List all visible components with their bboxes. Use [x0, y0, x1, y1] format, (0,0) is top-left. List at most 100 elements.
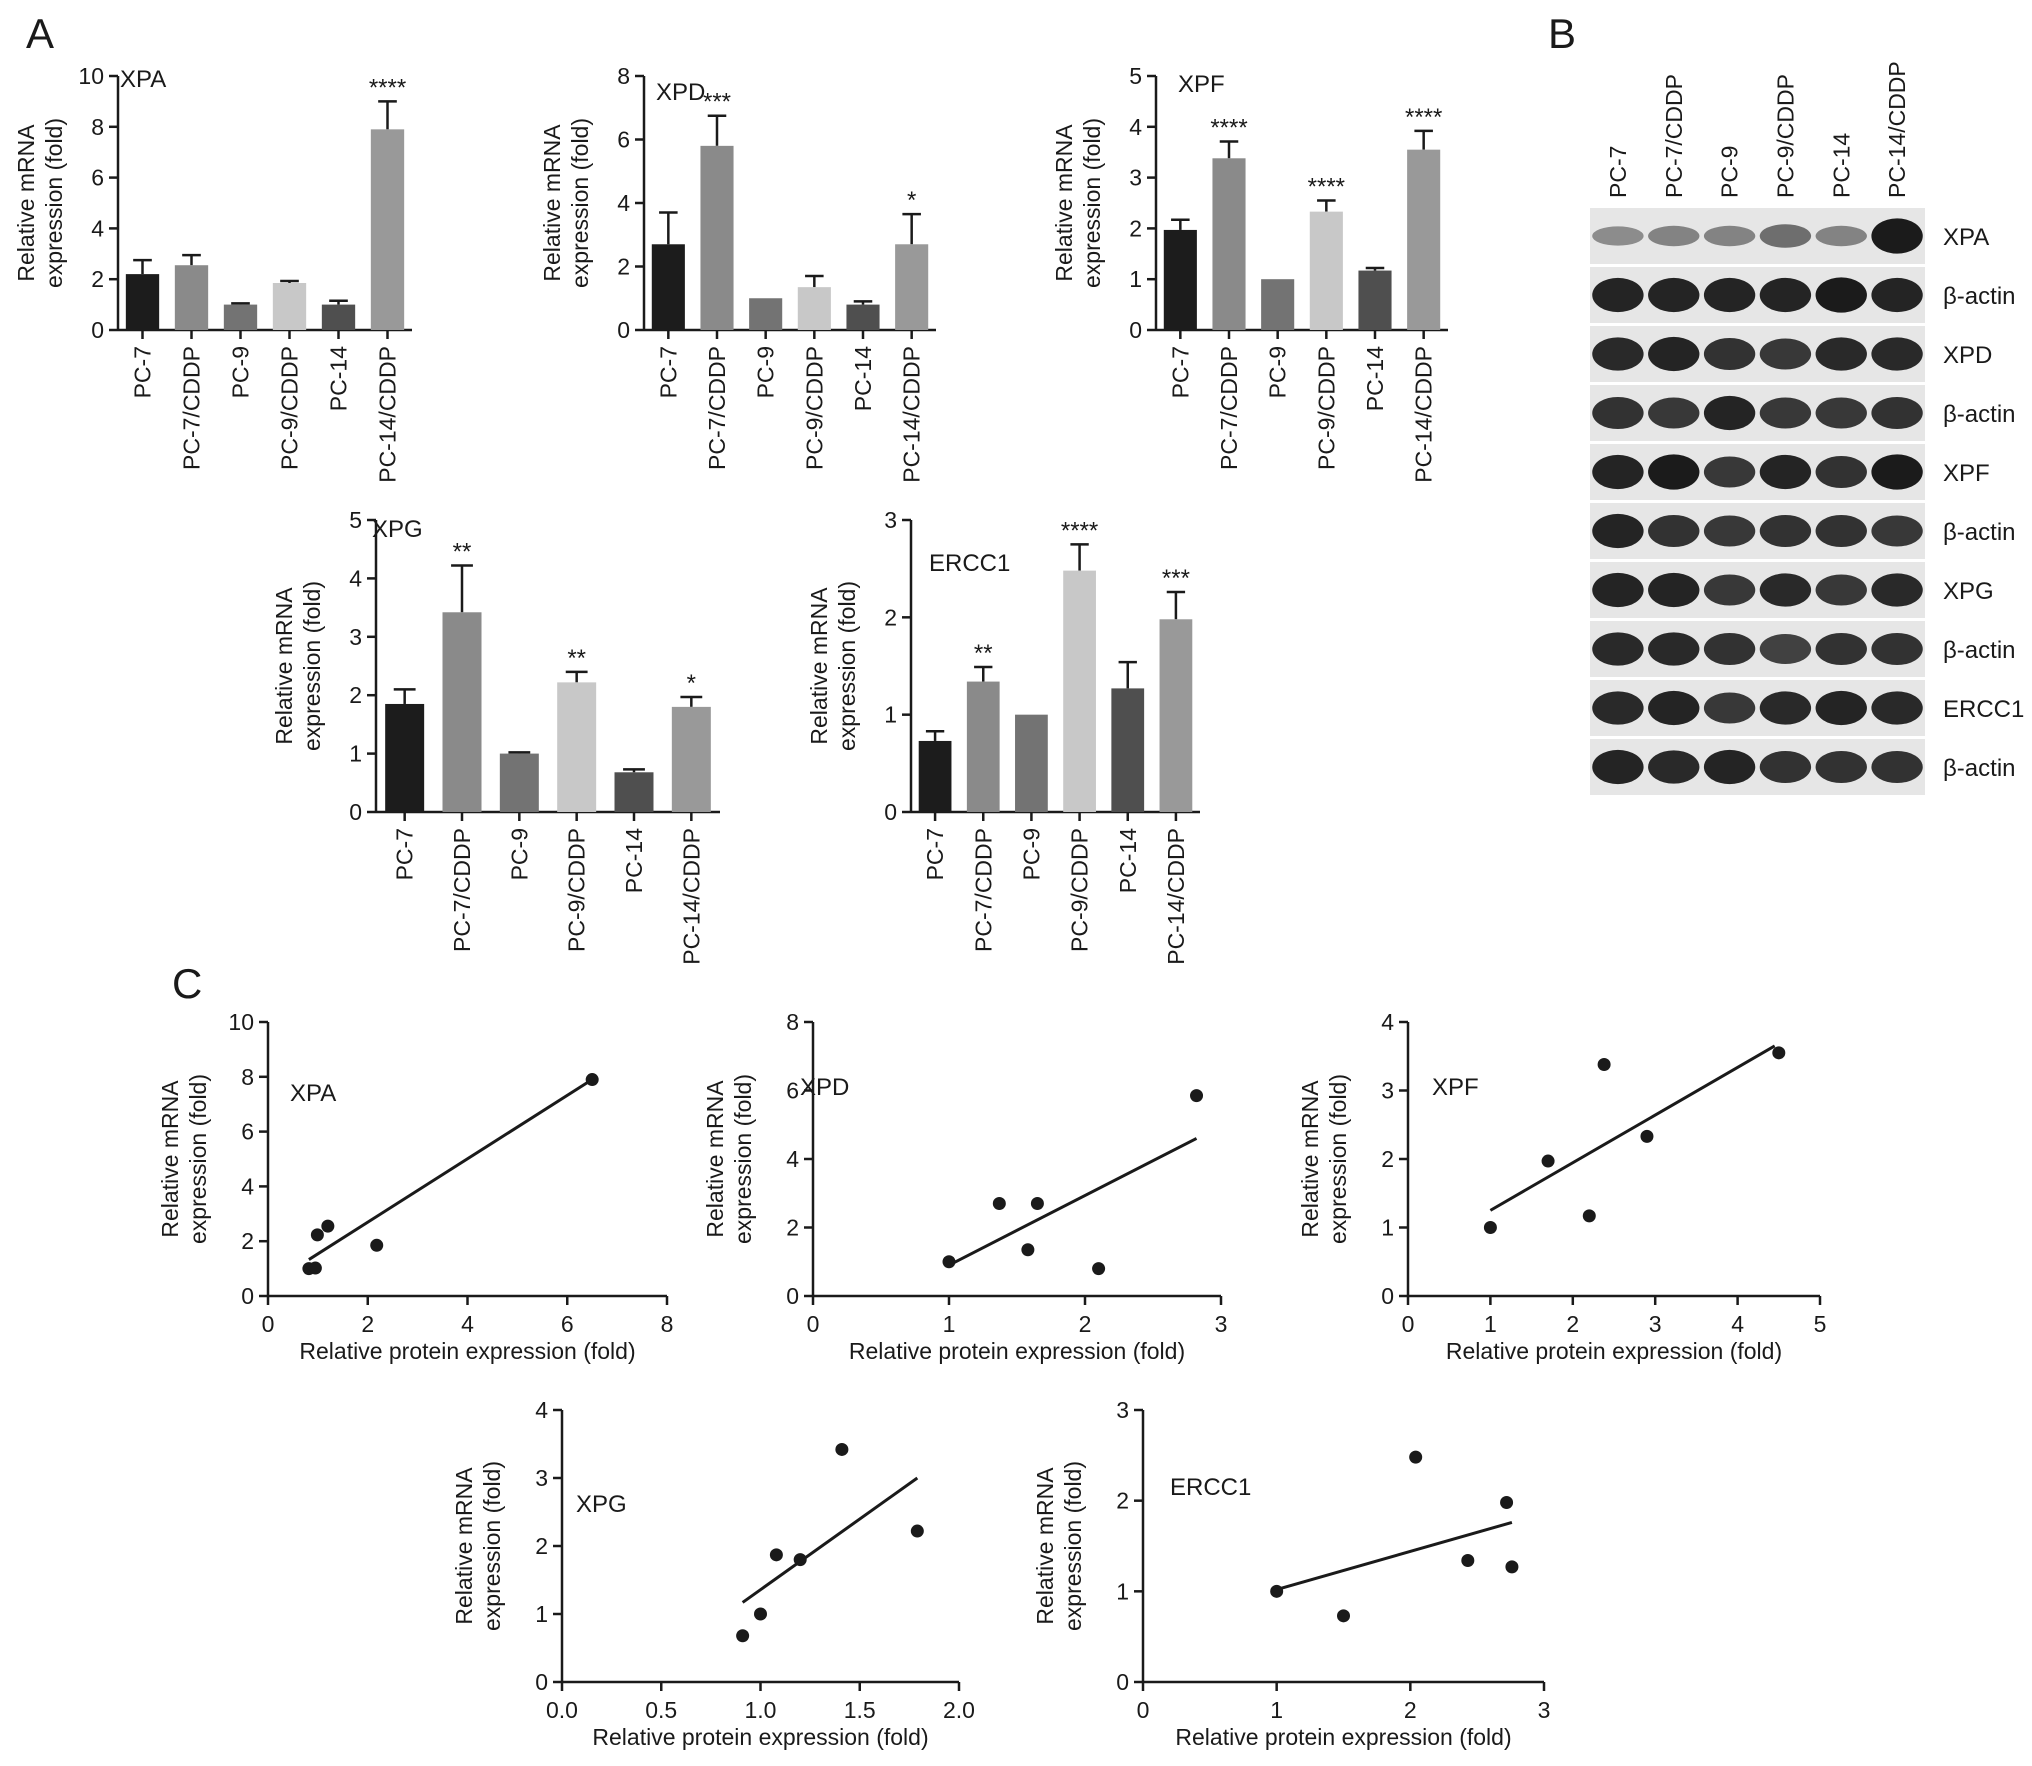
- data-point: [321, 1219, 335, 1233]
- x-axis-label: Relative protein expression (fold): [592, 1724, 928, 1750]
- blot-lane-label: PC-9: [1717, 146, 1743, 198]
- x-tick-label: 4: [461, 1311, 474, 1337]
- data-point: [992, 1197, 1006, 1211]
- y-tick-label: 1: [884, 702, 897, 728]
- bar: [651, 244, 685, 330]
- y-axis-label: Relative mRNAexpression (fold): [157, 1074, 211, 1244]
- blot-band: [1648, 632, 1700, 666]
- data-point: [1461, 1554, 1475, 1568]
- y-tick-label: 2: [884, 604, 897, 630]
- y-tick-label: 1: [1381, 1215, 1394, 1241]
- y-tick-label: 4: [786, 1146, 799, 1172]
- bar: [797, 287, 831, 330]
- panel-label-a: A: [26, 10, 54, 57]
- scatter-chart-9: 0 1 2 3 Relative mRNAexpression (fold) ERCC1 0…: [1032, 1397, 1550, 1750]
- western-blot: PC-7 PC-7/CDDP PC-9 PC-9/CDDP PC-14 PC-14/CDD…: [1590, 61, 2024, 795]
- x-tick-label: 4: [1731, 1311, 1744, 1337]
- significance-marker: ****: [1210, 115, 1247, 142]
- data-point: [1409, 1450, 1423, 1464]
- blot-band: [1871, 396, 1923, 430]
- data-point: [793, 1553, 807, 1567]
- y-tick-label: 10: [228, 1009, 254, 1035]
- bar-chart-3: 0 1 2 3 4 5 Relative mRNAexpression (fold) XPG P…: [271, 507, 720, 965]
- bar: [223, 304, 258, 330]
- blot-band: [1592, 396, 1644, 430]
- blot-strip: [1590, 562, 1925, 618]
- blot-strip: [1590, 326, 1925, 382]
- x-tick-label: PC-14: [621, 828, 647, 893]
- bar: [1309, 211, 1343, 330]
- data-point: [1030, 1197, 1044, 1211]
- blot-band: [1815, 225, 1867, 247]
- blot-band: [1871, 277, 1923, 313]
- x-tick-label: 0: [1137, 1697, 1150, 1723]
- bar: [442, 612, 482, 812]
- bar: [125, 274, 160, 330]
- bar: [557, 682, 597, 812]
- bar: [1212, 158, 1246, 330]
- blot-row-label: β-actin: [1943, 283, 2016, 310]
- y-tick-label: 1: [1116, 1578, 1129, 1604]
- blot-band: [1815, 690, 1867, 726]
- y-tick-label: 2: [241, 1228, 254, 1254]
- y-tick-label: 8: [617, 63, 630, 89]
- x-tick-label: PC-7: [1167, 346, 1193, 398]
- blot-band: [1592, 454, 1644, 490]
- bar-chart-2: 0 1 2 3 4 5 Relative mRNAexpression (fold) XPF P…: [1051, 63, 1448, 483]
- y-tick-label: 8: [241, 1064, 254, 1090]
- blot-band: [1759, 750, 1812, 784]
- bar: [1358, 270, 1392, 330]
- data-point: [585, 1073, 599, 1087]
- data-point: [1270, 1584, 1284, 1598]
- x-tick-label: 3: [1538, 1697, 1551, 1723]
- blot-row-5: β-actin: [1590, 503, 2016, 559]
- data-point: [1021, 1243, 1035, 1257]
- scatter-chart-6: 0 2 4 6 8 Relative mRNAexpression (fold) XPD 0 1…: [702, 1009, 1227, 1364]
- blot-band: [1815, 277, 1867, 313]
- data-point: [1640, 1129, 1654, 1143]
- y-tick-label: 2: [786, 1215, 799, 1241]
- blot-band: [1815, 455, 1867, 489]
- x-tick-label: PC-7/CDDP: [704, 346, 730, 470]
- x-tick-label: 6: [561, 1311, 574, 1337]
- y-axis-label: Relative mRNAexpression (fold): [1297, 1074, 1351, 1244]
- significance-marker: ***: [703, 89, 731, 116]
- blot-band: [1703, 395, 1756, 431]
- x-tick-label: 2: [1079, 1311, 1092, 1337]
- y-tick-label: 1: [349, 741, 362, 767]
- blot-band: [1759, 277, 1812, 313]
- x-tick-label: PC-7: [130, 346, 156, 398]
- significance-marker: **: [453, 539, 472, 566]
- blot-row-label: β-actin: [1943, 519, 2016, 546]
- y-tick-label: 8: [786, 1009, 799, 1035]
- y-tick-label: 4: [241, 1173, 254, 1199]
- blot-band: [1648, 225, 1700, 247]
- data-point: [1483, 1221, 1497, 1234]
- x-axis-label: Relative protein expression (fold): [849, 1338, 1185, 1364]
- y-tick-label: 4: [1129, 114, 1142, 140]
- panel-label-b: B: [1548, 10, 1576, 57]
- blot-band: [1759, 691, 1812, 725]
- x-tick-label: 1.5: [844, 1697, 876, 1723]
- y-tick-label: 0: [617, 317, 630, 343]
- scatter-chart-8: 0 1 2 3 4 Relative mRNAexpression (fold) XPG 0.…: [451, 1397, 975, 1750]
- y-tick-label: 2: [349, 682, 362, 708]
- blot-band: [1871, 218, 1923, 254]
- blot-band: [1592, 277, 1644, 313]
- significance-marker: **: [567, 645, 586, 672]
- scatter-chart-5: 0 2 4 6 8 10 Relative mRNAexpression (fold) XPA…: [157, 1009, 673, 1364]
- bar: [895, 244, 929, 330]
- y-tick-label: 4: [1381, 1009, 1394, 1035]
- blot-row-label: β-actin: [1943, 401, 2016, 428]
- blot-strip: [1590, 680, 1925, 736]
- blot-band: [1759, 634, 1812, 664]
- y-tick-label: 3: [1116, 1397, 1129, 1423]
- x-tick-label: 2: [361, 1311, 374, 1337]
- x-tick-label: 2: [1404, 1697, 1417, 1723]
- bar: [1111, 688, 1145, 812]
- bar: [321, 304, 356, 330]
- blot-band: [1703, 692, 1756, 724]
- chart-title: ERCC1: [1170, 1474, 1251, 1501]
- y-tick-label: 0: [241, 1283, 254, 1309]
- blot-band: [1703, 456, 1756, 488]
